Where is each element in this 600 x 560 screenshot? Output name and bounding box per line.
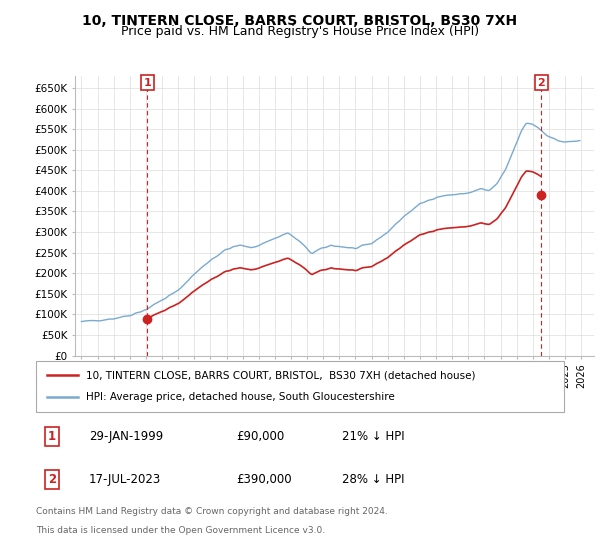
Text: 10, TINTERN CLOSE, BARRS COURT, BRISTOL,  BS30 7XH (detached house): 10, TINTERN CLOSE, BARRS COURT, BRISTOL,… xyxy=(86,370,476,380)
Text: 28% ↓ HPI: 28% ↓ HPI xyxy=(342,473,405,486)
Text: £90,000: £90,000 xyxy=(236,430,285,442)
Text: This data is licensed under the Open Government Licence v3.0.: This data is licensed under the Open Gov… xyxy=(36,526,325,535)
Text: 1: 1 xyxy=(143,78,151,87)
Text: 2: 2 xyxy=(48,473,56,486)
Text: 17-JUL-2023: 17-JUL-2023 xyxy=(89,473,161,486)
Text: 21% ↓ HPI: 21% ↓ HPI xyxy=(342,430,405,442)
Text: £390,000: £390,000 xyxy=(236,473,292,486)
Text: 29-JAN-1999: 29-JAN-1999 xyxy=(89,430,163,442)
Text: 1: 1 xyxy=(48,430,56,442)
Text: 2: 2 xyxy=(538,78,545,87)
Text: Price paid vs. HM Land Registry's House Price Index (HPI): Price paid vs. HM Land Registry's House … xyxy=(121,25,479,38)
Text: Contains HM Land Registry data © Crown copyright and database right 2024.: Contains HM Land Registry data © Crown c… xyxy=(36,507,388,516)
Text: HPI: Average price, detached house, South Gloucestershire: HPI: Average price, detached house, Sout… xyxy=(86,393,395,403)
Text: 10, TINTERN CLOSE, BARRS COURT, BRISTOL, BS30 7XH: 10, TINTERN CLOSE, BARRS COURT, BRISTOL,… xyxy=(82,14,518,28)
